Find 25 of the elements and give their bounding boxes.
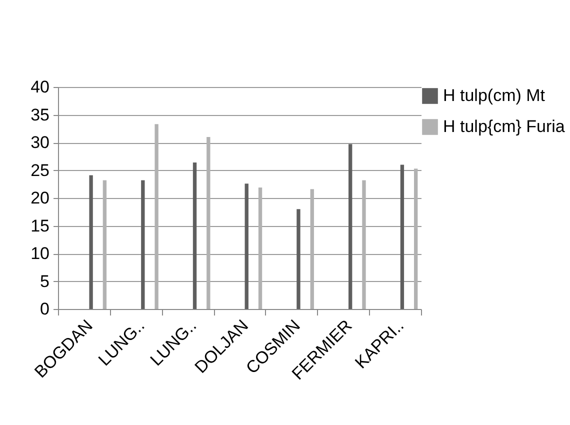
legend-label: H tulp(cm) Mt xyxy=(443,86,546,105)
y-tick-label: 30 xyxy=(30,133,50,152)
bar xyxy=(141,180,145,309)
bar xyxy=(244,184,248,309)
y-tick-label: 0 xyxy=(40,300,50,318)
bar xyxy=(154,124,158,309)
bar xyxy=(206,136,210,309)
legend-label: H tulp{cm} Furia xyxy=(443,117,566,136)
bar xyxy=(192,162,197,309)
bar xyxy=(89,175,93,309)
y-tick-label: 10 xyxy=(30,244,50,263)
bar xyxy=(348,144,352,309)
bar xyxy=(310,189,314,309)
y-tick-label: 20 xyxy=(30,188,50,208)
y-tick-label: 15 xyxy=(30,216,50,236)
bar xyxy=(296,209,300,309)
bar xyxy=(400,164,404,309)
y-tick-label: 40 xyxy=(30,78,50,96)
bar xyxy=(102,180,107,309)
bar xyxy=(258,187,262,309)
y-tick-label: 35 xyxy=(30,105,50,124)
bar xyxy=(414,168,418,309)
bar xyxy=(362,180,366,309)
y-tick-label: 5 xyxy=(40,272,50,291)
y-tick-label: 25 xyxy=(30,160,50,180)
